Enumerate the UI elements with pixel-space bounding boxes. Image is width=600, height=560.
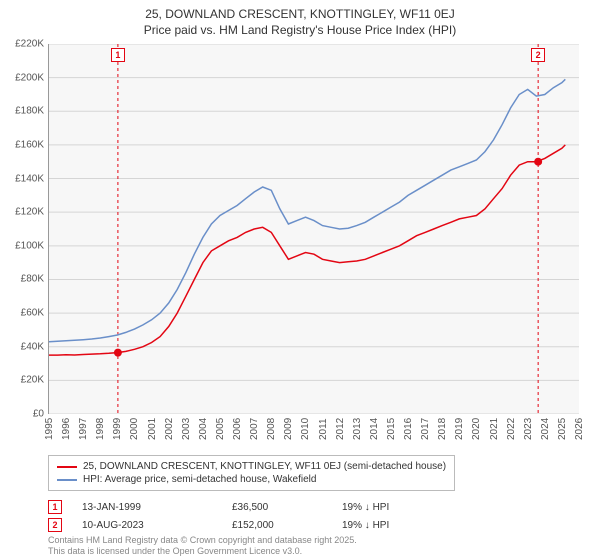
y-tick-label: £220K <box>15 39 44 50</box>
x-tick-label: 1997 <box>78 418 89 440</box>
legend-label-property: 25, DOWNLAND CRESCENT, KNOTTINGLEY, WF11… <box>83 461 446 472</box>
title-line-2: Price paid vs. HM Land Registry's House … <box>0 22 600 38</box>
x-tick-label: 2025 <box>557 418 568 440</box>
x-tick-label: 2011 <box>318 418 329 440</box>
x-tick-label: 2017 <box>420 418 431 440</box>
footer-line-2: This data is licensed under the Open Gov… <box>48 546 357 558</box>
legend: 25, DOWNLAND CRESCENT, KNOTTINGLEY, WF11… <box>48 455 455 491</box>
marker-table: 1 13-JAN-1999 £36,500 19% ↓ HPI 2 10-AUG… <box>48 498 472 534</box>
y-tick-label: £100K <box>15 240 44 251</box>
y-tick-label: £180K <box>15 106 44 117</box>
x-tick-label: 2022 <box>506 418 517 440</box>
marker-pct-2: 19% ↓ HPI <box>342 520 472 531</box>
x-tick-label: 1998 <box>95 418 106 440</box>
y-tick-label: £0 <box>33 409 44 420</box>
x-tick-label: 2014 <box>369 418 380 440</box>
x-tick-label: 2008 <box>266 418 277 440</box>
y-tick-label: £120K <box>15 207 44 218</box>
x-tick-label: 1995 <box>44 418 55 440</box>
x-tick-label: 2019 <box>454 418 465 440</box>
chart-marker-badge: 1 <box>111 48 125 62</box>
marker-row-1: 1 13-JAN-1999 £36,500 19% ↓ HPI <box>48 498 472 516</box>
marker-price-1: £36,500 <box>232 502 322 513</box>
x-tick-label: 2000 <box>129 418 140 440</box>
legend-row-property: 25, DOWNLAND CRESCENT, KNOTTINGLEY, WF11… <box>57 460 446 473</box>
x-tick-label: 2023 <box>523 418 534 440</box>
x-tick-label: 2015 <box>386 418 397 440</box>
marker-row-2: 2 10-AUG-2023 £152,000 19% ↓ HPI <box>48 516 472 534</box>
y-tick-label: £60K <box>21 308 44 319</box>
y-tick-label: £20K <box>21 375 44 386</box>
chart-marker-badge: 2 <box>531 48 545 62</box>
plot-area: 12 <box>48 44 579 414</box>
x-tick-label: 2010 <box>300 418 311 440</box>
legend-swatch-hpi <box>57 479 77 481</box>
x-tick-label: 1996 <box>61 418 72 440</box>
x-tick-label: 2003 <box>181 418 192 440</box>
footer-line-1: Contains HM Land Registry data © Crown c… <box>48 535 357 547</box>
y-tick-label: £200K <box>15 72 44 83</box>
marker-price-2: £152,000 <box>232 520 322 531</box>
x-tick-label: 2021 <box>489 418 500 440</box>
y-tick-label: £160K <box>15 139 44 150</box>
x-tick-label: 2020 <box>471 418 482 440</box>
x-tick-label: 2012 <box>335 418 346 440</box>
y-tick-label: £80K <box>21 274 44 285</box>
x-tick-label: 2007 <box>249 418 260 440</box>
x-axis: 1995199619971998199920002001200220032004… <box>48 416 578 456</box>
x-tick-label: 2009 <box>283 418 294 440</box>
legend-swatch-property <box>57 466 77 468</box>
x-tick-label: 2002 <box>164 418 175 440</box>
x-tick-label: 1999 <box>112 418 123 440</box>
x-tick-label: 2005 <box>215 418 226 440</box>
legend-row-hpi: HPI: Average price, semi-detached house,… <box>57 473 446 486</box>
marker-pct-1: 19% ↓ HPI <box>342 502 472 513</box>
x-tick-label: 2001 <box>147 418 158 440</box>
chart-title: 25, DOWNLAND CRESCENT, KNOTTINGLEY, WF11… <box>0 0 600 38</box>
y-tick-label: £140K <box>15 173 44 184</box>
marker-date-2: 10-AUG-2023 <box>82 520 212 531</box>
marker-date-1: 13-JAN-1999 <box>82 502 212 513</box>
legend-label-hpi: HPI: Average price, semi-detached house,… <box>83 474 316 485</box>
marker-badge-1: 1 <box>48 500 62 514</box>
marker-badge-2: 2 <box>48 518 62 532</box>
x-tick-label: 2006 <box>232 418 243 440</box>
x-tick-label: 2013 <box>352 418 363 440</box>
x-tick-label: 2024 <box>540 418 551 440</box>
chart-container: 25, DOWNLAND CRESCENT, KNOTTINGLEY, WF11… <box>0 0 600 560</box>
x-tick-label: 2004 <box>198 418 209 440</box>
x-tick-label: 2026 <box>574 418 585 440</box>
y-axis: £0£20K£40K£60K£80K£100K£120K£140K£160K£1… <box>0 44 46 414</box>
footer: Contains HM Land Registry data © Crown c… <box>48 535 357 558</box>
chart-svg <box>49 44 579 414</box>
x-tick-label: 2018 <box>437 418 448 440</box>
y-tick-label: £40K <box>21 341 44 352</box>
x-tick-label: 2016 <box>403 418 414 440</box>
title-line-1: 25, DOWNLAND CRESCENT, KNOTTINGLEY, WF11… <box>0 6 600 22</box>
